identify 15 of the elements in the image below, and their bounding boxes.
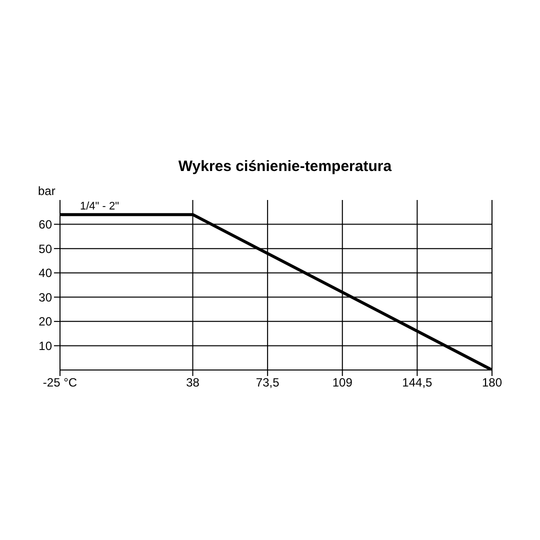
y-tick-label: 30 — [38, 290, 52, 304]
chart-title: Wykres ciśnienie-temperatura — [177, 158, 393, 177]
y-tick-label: 50 — [38, 242, 52, 256]
series-label: 1/4" - 2" — [80, 200, 120, 213]
x-tick-label: 38 — [186, 376, 200, 390]
x-tick-label: -25 °C — [42, 376, 78, 390]
x-tick-label: 109 — [332, 376, 353, 390]
x-tick-label: 180 — [482, 376, 502, 390]
y-tick-label: 20 — [38, 314, 52, 329]
y-axis-title: bar — [38, 184, 56, 198]
y-tick-label: 40 — [38, 266, 52, 280]
x-tick-label: 144,5 — [402, 376, 433, 390]
y-tick-label: 10 — [38, 338, 52, 353]
y-tick-label: 60 — [38, 218, 52, 232]
x-tick-label: 73,5 — [256, 376, 280, 390]
